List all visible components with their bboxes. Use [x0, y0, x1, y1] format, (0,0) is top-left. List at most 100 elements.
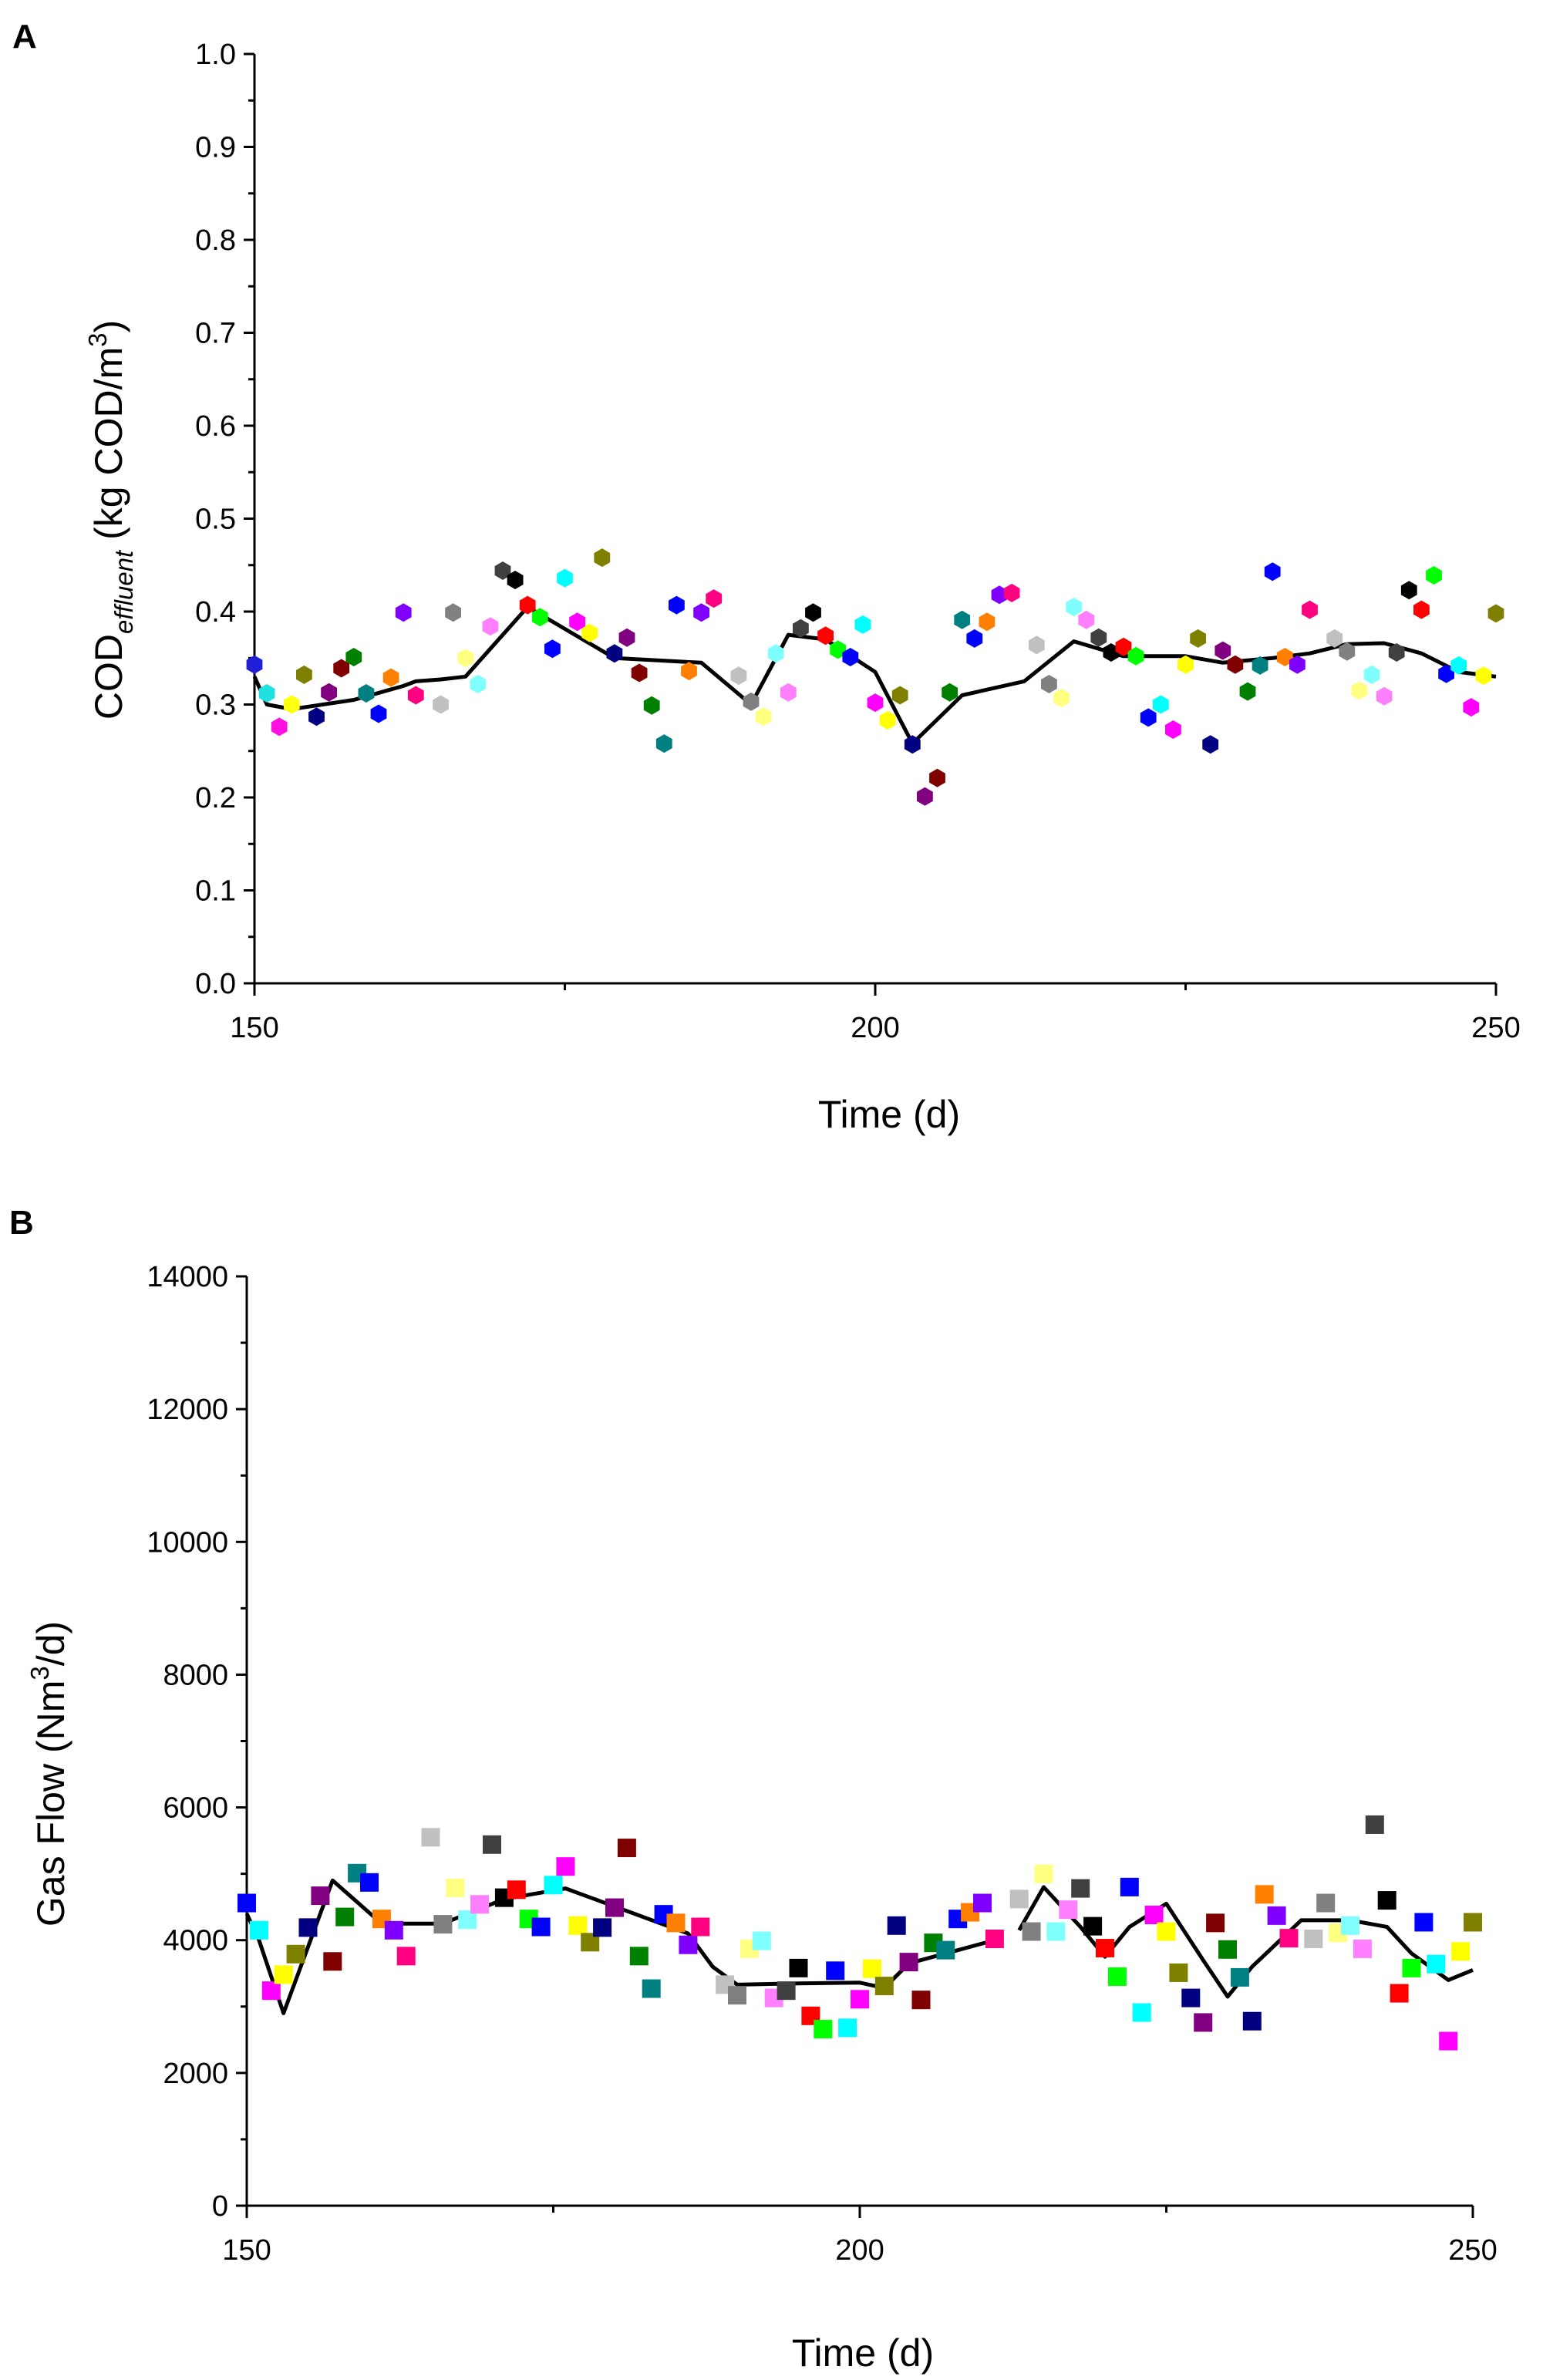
panel-b-data-point	[298, 1918, 318, 1937]
panel-a-y-tick-label: 0.6	[195, 410, 236, 443]
panel-a-data-point	[1463, 698, 1480, 717]
panel-b-x-tick-label: 200	[835, 2234, 884, 2267]
panel-b-data-point	[642, 1979, 661, 1998]
panel-b-data-point	[1059, 1900, 1078, 1920]
panel-b-data-point	[1107, 1967, 1127, 1987]
panel-a-data-point	[308, 707, 325, 726]
panel-b-data-point	[1194, 2013, 1213, 2032]
panel-a-y-title-main: COD	[87, 634, 130, 720]
panel-a-x-tick-label: 150	[230, 1012, 278, 1044]
panel-b-data-point	[1132, 2003, 1151, 2022]
panel-a-data-point	[793, 619, 809, 638]
panel-a-data-point	[1165, 720, 1181, 739]
panel-b-data-point	[1390, 1984, 1409, 2003]
panel-b-label: B	[9, 1204, 34, 1242]
panel-a-data-point	[1339, 642, 1356, 661]
panel-a-data-point	[519, 595, 536, 615]
panel-a-data-point	[767, 644, 784, 663]
panel-a-data-point	[1103, 643, 1120, 662]
panel-a-data-point	[246, 655, 263, 674]
panel-b-data-point	[1242, 2011, 1262, 2031]
panel-a-y-title-close: )	[87, 320, 130, 333]
panel-b-data-point	[1022, 1922, 1041, 1941]
panel-a-data-point	[755, 707, 772, 726]
panel-a-data-point	[1388, 643, 1405, 662]
panel-a-data-point	[1215, 641, 1231, 660]
panel-b-data-point	[1009, 1890, 1029, 1909]
panel-b-y-title-post: /d)	[29, 1621, 72, 1666]
panel-a-data-point	[395, 603, 412, 622]
panel-b-data-point	[887, 1916, 906, 1935]
panel-a-y-tick-label: 1.0	[195, 39, 236, 71]
panel-b-data-point	[360, 1873, 379, 1892]
panel-b-data-point	[1427, 1954, 1446, 1974]
panel-b-data-point	[1169, 1963, 1188, 1982]
panel-a-data-point	[258, 684, 275, 703]
panel-b-chart: B 0 2000 4000 6000 8000 10000 12000 14000 150 200…	[9, 1204, 1498, 2375]
panel-a-data-point	[693, 603, 709, 622]
panel-a-data-point	[643, 696, 660, 715]
panel-b-data-point	[568, 1916, 588, 1935]
panel-b-data-point	[973, 1893, 992, 1913]
panel-a-data-point	[358, 684, 375, 703]
panel-b-data-point	[1206, 1913, 1225, 1933]
panel-a-data-point	[991, 585, 1008, 605]
panel-a-data-point	[706, 589, 723, 608]
panel-a-data-point	[457, 649, 474, 668]
panel-a-data-point	[1450, 656, 1467, 675]
panel-a-data-point	[1053, 689, 1070, 708]
panel-a-chart: A 0.0 0.1 0.2 0.3 0.4 0.5 0.6 0.7 0.8 0.9 1.0 150 20…	[12, 18, 1521, 1136]
panel-a-data-point	[954, 610, 971, 629]
panel-a-data-point	[1475, 666, 1492, 686]
panel-a-data-point	[1202, 735, 1219, 754]
panel-a-data-point	[321, 683, 337, 702]
panel-b-data-point	[862, 1959, 881, 1978]
panel-b-data-point	[617, 1839, 636, 1858]
panel-a-data-point	[1090, 628, 1107, 647]
panel-b-data-point	[1157, 1922, 1176, 1941]
panel-b-data-point	[446, 1878, 465, 1897]
panel-b-data-point	[286, 1944, 305, 1964]
panel-a-data-point	[1289, 655, 1305, 674]
panel-b-data-point	[433, 1915, 453, 1934]
panel-a-data-point	[482, 617, 499, 636]
panel-a-data-point	[1115, 637, 1132, 656]
panel-b-data-point	[274, 1965, 293, 1984]
panel-a-data-point	[830, 640, 847, 659]
panel-a-data-point	[631, 663, 648, 683]
panel-a-data-point	[854, 615, 871, 634]
panel-b-data-point	[470, 1895, 490, 1914]
panel-b-data-point	[249, 1920, 268, 1940]
panel-b-data-point	[605, 1898, 624, 1917]
panel-b-y-tick-label: 0	[212, 2190, 228, 2223]
panel-a-data-point	[1152, 695, 1169, 714]
panel-b-data-point	[679, 1935, 698, 1954]
panel-a-data-point	[669, 595, 685, 615]
panel-a-data-point	[904, 735, 921, 754]
panel-b-data-point	[814, 2020, 833, 2039]
panel-a-data-point	[929, 768, 945, 787]
panel-a-data-point	[891, 686, 908, 705]
panel-b-data-point	[874, 1977, 894, 1996]
panel-a-model-line	[252, 605, 1497, 746]
panel-b-y-tick-label: 2000	[163, 2058, 228, 2090]
panel-b-data-point	[1096, 1939, 1114, 1958]
panel-b-y-tick-label: 12000	[147, 1394, 228, 1426]
panel-b-y-tick-label: 8000	[163, 1659, 228, 1691]
panel-a-y-axis-title: CODeffluent (kg COD/m3)	[83, 320, 138, 720]
panel-b-data-point	[507, 1880, 526, 1900]
panel-a-data-point	[1239, 682, 1256, 701]
panel-b-data-point	[728, 1986, 746, 2005]
panel-a-x-axis-title: Time (d)	[818, 1093, 960, 1136]
panel-a-data-point	[333, 659, 350, 678]
panel-b-data-point	[1181, 1988, 1201, 2007]
panel-a-data-point	[1302, 600, 1318, 619]
panel-b-data-point	[593, 1918, 612, 1937]
panel-a-data-point	[445, 603, 461, 622]
panel-b-data-point	[1377, 1891, 1396, 1910]
panel-a-data-point	[1400, 581, 1417, 600]
panel-a-data-point	[407, 686, 424, 705]
panel-a-data-point	[730, 666, 747, 686]
panel-b-data-point	[544, 1876, 563, 1895]
panel-a-data-point	[780, 683, 797, 702]
